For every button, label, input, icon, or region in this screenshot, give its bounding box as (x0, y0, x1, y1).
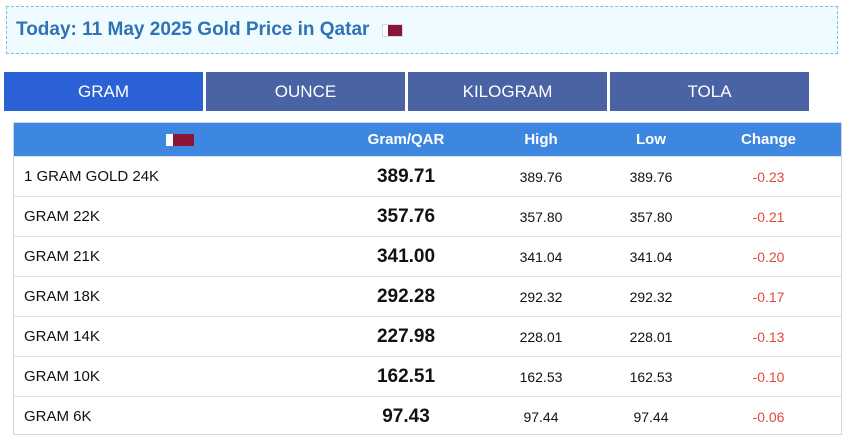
table-row: GRAM 22K 357.76 357.80 357.80 -0.21 (14, 196, 841, 236)
page-title-box: Today: 11 May 2025 Gold Price in Qatar (6, 6, 838, 54)
row-low: 357.80 (629, 208, 673, 225)
qatar-flag-icon (383, 24, 403, 36)
table-row: GRAM 10K 162.51 162.53 162.53 -0.10 (14, 356, 841, 396)
table-row: 1 GRAM GOLD 24K 389.71 389.76 389.76 -0.… (14, 156, 841, 196)
tab-kilogram[interactable]: KILOGRAM (408, 72, 607, 111)
row-low: 292.32 (629, 288, 673, 305)
row-price: 162.51 (376, 365, 436, 387)
row-low: 228.01 (629, 328, 673, 345)
row-change: -0.21 (752, 208, 785, 225)
row-low: 97.44 (633, 408, 669, 425)
row-high: 357.80 (519, 208, 563, 225)
row-price: 389.71 (376, 165, 436, 187)
row-price: 97.43 (382, 405, 430, 427)
header-low: Low (636, 131, 666, 148)
table-row: GRAM 18K 292.28 292.32 292.32 -0.17 (14, 276, 841, 316)
row-change: -0.13 (752, 328, 785, 345)
tab-gram[interactable]: GRAM (4, 72, 203, 111)
row-name: GRAM 21K (24, 248, 100, 265)
row-high: 341.04 (519, 248, 563, 265)
row-name: GRAM 18K (24, 288, 100, 305)
row-low: 389.76 (629, 168, 673, 185)
row-change: -0.06 (752, 408, 785, 425)
row-change: -0.20 (752, 248, 785, 265)
table-row: GRAM 6K 97.43 97.44 97.44 -0.06 (14, 396, 841, 436)
unit-tabs: GRAM OUNCE KILOGRAM TOLA (4, 72, 809, 111)
row-price: 227.98 (376, 325, 436, 347)
header-high: High (524, 131, 558, 148)
table-row: GRAM 14K 227.98 228.01 228.01 -0.13 (14, 316, 841, 356)
row-price: 357.76 (376, 205, 436, 227)
row-high: 162.53 (519, 368, 563, 385)
row-change: -0.10 (752, 368, 785, 385)
row-high: 228.01 (519, 328, 563, 345)
header-flag-cell (14, 133, 336, 146)
header-change: Change (740, 131, 796, 148)
row-name: GRAM 10K (24, 368, 100, 385)
table-row: GRAM 21K 341.00 341.04 341.04 -0.20 (14, 236, 841, 276)
tab-tola[interactable]: TOLA (610, 72, 809, 111)
row-change: -0.17 (752, 288, 785, 305)
row-name: GRAM 14K (24, 328, 100, 345)
row-high: 389.76 (519, 168, 563, 185)
row-high: 292.32 (519, 288, 563, 305)
row-name: GRAM 6K (24, 408, 92, 425)
header-price: Gram/QAR (367, 131, 445, 148)
row-change: -0.23 (752, 168, 785, 185)
row-name: 1 GRAM GOLD 24K (24, 168, 160, 185)
row-price: 341.00 (376, 245, 436, 267)
row-price: 292.28 (376, 285, 436, 307)
table-header-row: Gram/QAR High Low Change (14, 123, 841, 156)
gold-price-table: Gram/QAR High Low Change 1 GRAM GOLD 24K… (13, 122, 842, 435)
row-low: 341.04 (629, 248, 673, 265)
page-title: Today: 11 May 2025 Gold Price in Qatar (16, 19, 370, 40)
tab-ounce[interactable]: OUNCE (206, 72, 405, 111)
row-low: 162.53 (629, 368, 673, 385)
qatar-flag-icon (166, 133, 194, 146)
row-name: GRAM 22K (24, 208, 100, 225)
row-high: 97.44 (523, 408, 559, 425)
